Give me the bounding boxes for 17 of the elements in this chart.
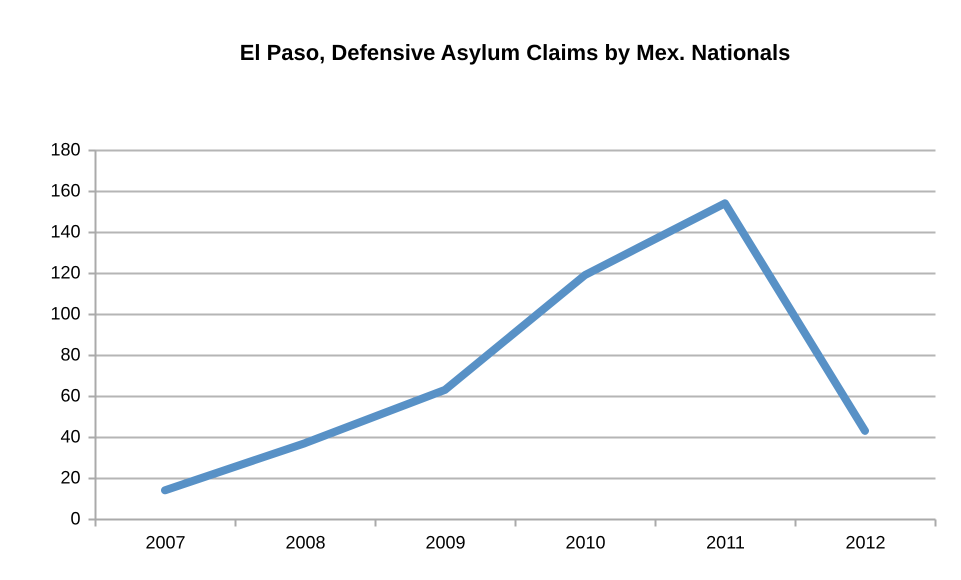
y-tick-label: 140 bbox=[50, 222, 80, 242]
y-tick-label: 100 bbox=[50, 304, 80, 324]
y-tick-label: 160 bbox=[50, 180, 80, 200]
chart-title: El Paso, Defensive Asylum Claims by Mex. Nationals bbox=[240, 40, 790, 65]
x-tick-label: 2010 bbox=[565, 532, 606, 552]
x-tick-label: 2009 bbox=[425, 532, 466, 552]
y-tick-label: 180 bbox=[50, 140, 80, 160]
x-tick-label: 2007 bbox=[145, 532, 186, 552]
y-tick-label: 40 bbox=[60, 426, 80, 446]
y-tick-label: 120 bbox=[50, 262, 80, 282]
x-tick-label: 2011 bbox=[706, 532, 745, 552]
y-tick-label: 80 bbox=[60, 344, 80, 364]
y-tick-label: 20 bbox=[60, 468, 80, 488]
y-tick-label: 60 bbox=[60, 386, 80, 406]
x-tick-label: 2008 bbox=[285, 532, 326, 552]
x-tick-label: 2012 bbox=[845, 532, 886, 552]
y-tick-label: 0 bbox=[70, 508, 80, 528]
